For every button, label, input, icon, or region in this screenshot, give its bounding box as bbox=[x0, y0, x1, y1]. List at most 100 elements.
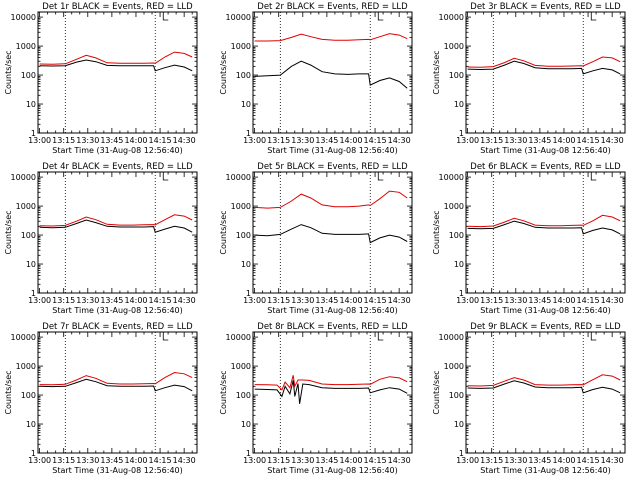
y-tick-label: 100 bbox=[236, 71, 251, 80]
x-axis-label: Start Time (31-Aug-08 12:56:40) bbox=[52, 466, 183, 475]
series-lld-line bbox=[467, 214, 621, 228]
y-tick-label: 1000 bbox=[231, 202, 251, 211]
x-tick-label: 13:45 bbox=[315, 456, 338, 465]
x-axis-label: Start Time (31-Aug-08 12:56:40) bbox=[480, 466, 611, 475]
y-tick-label: 10000 bbox=[439, 333, 464, 342]
chart-panel-9: Det 9r BLACK = Events, RED = LLD 1 10 100 10… bbox=[432, 322, 626, 475]
x-tick-label: 13:15 bbox=[52, 296, 75, 305]
x-tick-label: 13:00 bbox=[243, 136, 266, 145]
x-tick-label: 13:45 bbox=[315, 296, 338, 305]
y-tick-label: 100 bbox=[21, 231, 36, 240]
plot-frame bbox=[465, 11, 626, 134]
y-axis-label: Counts/sec bbox=[432, 210, 441, 254]
x-tick-label: 14:00 bbox=[124, 136, 147, 145]
y-axis-label: Counts/sec bbox=[4, 50, 13, 94]
x-tick-label: 14:30 bbox=[388, 136, 411, 145]
series-events-line bbox=[254, 60, 408, 89]
y-tick-label: 100 bbox=[21, 71, 36, 80]
x-tick-label: 13:30 bbox=[76, 296, 99, 305]
x-axis-label: Start Time (31-Aug-08 12:56:40) bbox=[267, 466, 398, 475]
series-lld-line bbox=[254, 375, 408, 391]
series-events-line bbox=[39, 378, 193, 392]
series-events-line bbox=[39, 219, 193, 233]
x-tick-label: 14:30 bbox=[601, 296, 624, 305]
y-tick-label: 10 bbox=[26, 260, 36, 269]
x-tick-label: 14:15 bbox=[364, 136, 387, 145]
x-tick-label: 14:00 bbox=[124, 456, 147, 465]
interval-marker bbox=[590, 332, 597, 341]
y-tick-label: 10000 bbox=[11, 333, 36, 342]
x-tick-label: 13:00 bbox=[243, 456, 266, 465]
y-tick-label: 10000 bbox=[226, 333, 251, 342]
x-tick-label: 13:45 bbox=[100, 456, 123, 465]
x-tick-label: 13:30 bbox=[504, 456, 527, 465]
y-tick-label: 10 bbox=[454, 260, 464, 269]
y-tick-label: 10000 bbox=[439, 173, 464, 182]
y-tick-label: 1000 bbox=[231, 362, 251, 371]
x-tick-label: 14:00 bbox=[339, 136, 362, 145]
y-tick-label: 1 bbox=[459, 449, 464, 458]
x-tick-label: 14:30 bbox=[173, 136, 196, 145]
y-tick-label: 100 bbox=[236, 391, 251, 400]
chart-panel-1: Det 1r BLACK = Events, RED = LLD 1 10 100 10… bbox=[4, 2, 198, 155]
y-axis-label: Counts/sec bbox=[219, 370, 228, 414]
y-tick-label: 10000 bbox=[226, 13, 251, 22]
y-tick-label: 1 bbox=[246, 449, 251, 458]
x-tick-label: 14:15 bbox=[577, 456, 600, 465]
x-tick-label: 14:15 bbox=[149, 456, 172, 465]
chart-panel-4: Det 4r BLACK = Events, RED = LLD 1 10 100 10… bbox=[4, 162, 198, 315]
series-lld-line bbox=[254, 190, 408, 209]
x-axis-label: Start Time (31-Aug-08 12:56:40) bbox=[480, 306, 611, 315]
x-tick-label: 13:45 bbox=[100, 296, 123, 305]
x-axis-label: Start Time (31-Aug-08 12:56:40) bbox=[52, 306, 183, 315]
x-tick-label: 14:30 bbox=[173, 296, 196, 305]
chart-panel-8: Det 8r BLACK = Events, RED = LLD 1 10 100 10… bbox=[219, 322, 413, 475]
x-tick-label: 14:30 bbox=[388, 296, 411, 305]
series-events-line bbox=[467, 220, 621, 235]
x-tick-label: 13:15 bbox=[52, 136, 75, 145]
x-tick-label: 13:45 bbox=[100, 136, 123, 145]
y-tick-label: 10000 bbox=[11, 13, 36, 22]
interval-marker bbox=[590, 172, 597, 181]
chart-title: Det 3r BLACK = Events, RED = LLD bbox=[470, 2, 621, 12]
series-lld-line bbox=[254, 33, 408, 42]
x-tick-label: 14:00 bbox=[552, 136, 575, 145]
x-tick-label: 13:30 bbox=[291, 296, 314, 305]
x-tick-label: 13:30 bbox=[504, 136, 527, 145]
x-tick-label: 13:30 bbox=[76, 136, 99, 145]
x-tick-label: 13:15 bbox=[480, 296, 503, 305]
x-tick-label: 13:15 bbox=[52, 456, 75, 465]
y-tick-label: 10 bbox=[241, 260, 251, 269]
interval-marker bbox=[590, 12, 597, 21]
y-tick-label: 100 bbox=[236, 231, 251, 240]
series-events-line bbox=[254, 224, 408, 244]
x-tick-label: 14:15 bbox=[577, 296, 600, 305]
chart-panel-5: Det 5r BLACK = Events, RED = LLD 1 10 100 10… bbox=[219, 162, 413, 315]
x-tick-label: 13:00 bbox=[456, 456, 479, 465]
plot-frame bbox=[465, 331, 626, 454]
series-lld-line bbox=[467, 56, 621, 68]
x-tick-label: 14:15 bbox=[364, 296, 387, 305]
plot-frame bbox=[252, 331, 413, 454]
chart-title: Det 6r BLACK = Events, RED = LLD bbox=[470, 162, 621, 172]
interval-marker bbox=[162, 332, 169, 341]
interval-marker bbox=[377, 12, 384, 21]
y-tick-label: 1000 bbox=[16, 202, 36, 211]
x-tick-label: 13:00 bbox=[243, 296, 266, 305]
x-tick-label: 13:30 bbox=[76, 456, 99, 465]
y-tick-label: 10000 bbox=[439, 13, 464, 22]
y-tick-label: 1000 bbox=[16, 42, 36, 51]
chart-title: Det 7r BLACK = Events, RED = LLD bbox=[42, 322, 193, 332]
x-tick-label: 13:30 bbox=[291, 136, 314, 145]
plot-frame bbox=[37, 331, 198, 454]
x-tick-label: 14:15 bbox=[149, 296, 172, 305]
y-tick-label: 10 bbox=[241, 100, 251, 109]
x-tick-label: 14:15 bbox=[364, 456, 387, 465]
y-tick-label: 1 bbox=[31, 449, 36, 458]
y-tick-label: 1000 bbox=[444, 362, 464, 371]
chart-panel-7: Det 7r BLACK = Events, RED = LLD 1 10 100 10… bbox=[4, 322, 198, 475]
plot-frame bbox=[252, 11, 413, 134]
x-axis-label: Start Time (31-Aug-08 12:56:40) bbox=[480, 146, 611, 155]
interval-marker bbox=[162, 172, 169, 181]
